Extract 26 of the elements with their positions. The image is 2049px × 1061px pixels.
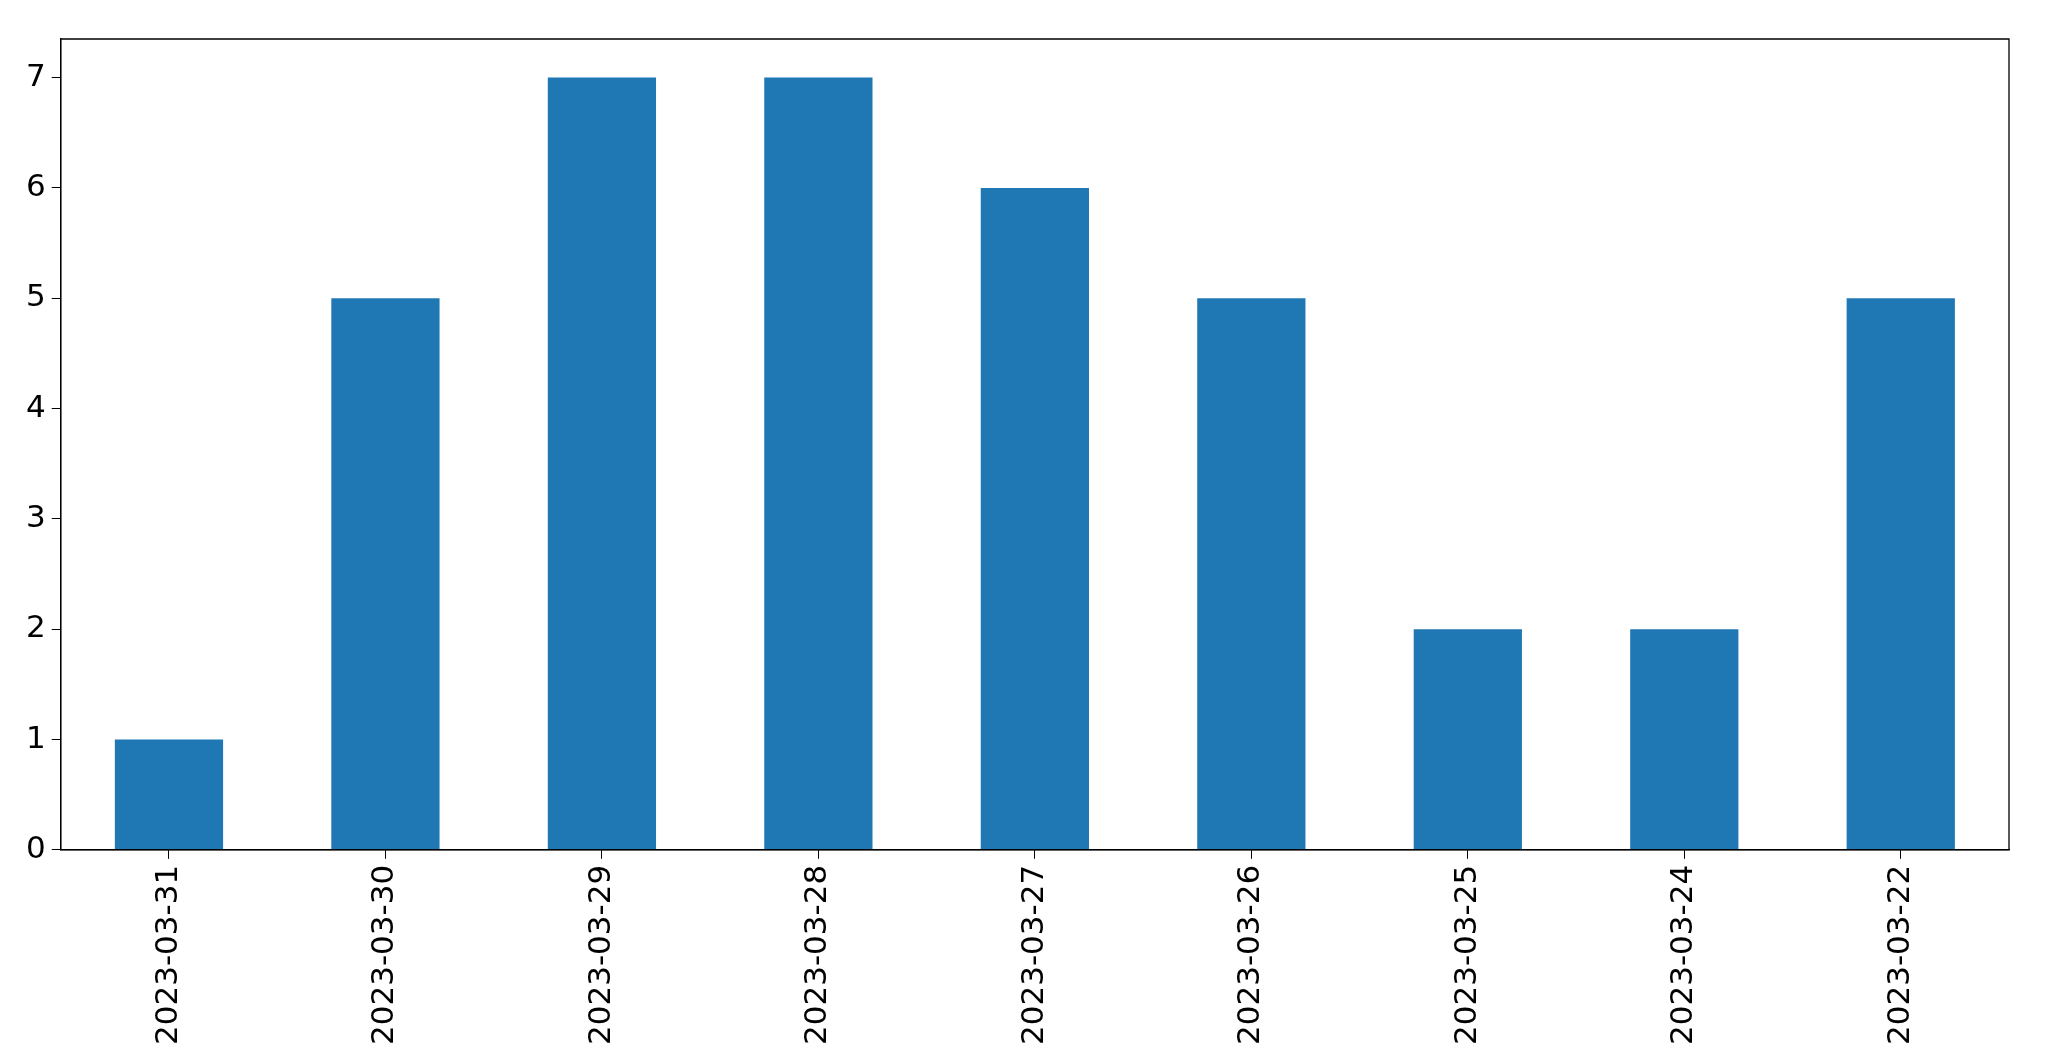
- y-tick-label: 4: [25, 387, 46, 424]
- bar: [1630, 629, 1739, 850]
- bar: [331, 298, 440, 850]
- y-tick-label: 3: [25, 497, 46, 534]
- bar: [764, 77, 873, 850]
- x-tick-label: 2023-03-25: [1446, 864, 1483, 1046]
- y-tick-label: 5: [25, 277, 46, 314]
- x-tick-label: 2023-03-31: [148, 864, 185, 1046]
- bar: [1197, 298, 1306, 850]
- x-tick-label: 2023-03-29: [580, 864, 617, 1046]
- x-tick-label: 2023-03-27: [1013, 864, 1050, 1046]
- bar: [1846, 298, 1955, 850]
- bar: [980, 187, 1089, 850]
- y-tick-label: 6: [25, 166, 46, 203]
- y-tick-label: 7: [25, 56, 46, 93]
- x-tick-label: 2023-03-26: [1230, 864, 1267, 1046]
- x-tick-label: 2023-03-30: [364, 864, 401, 1046]
- y-tick-label: 1: [25, 718, 46, 755]
- bar: [547, 77, 657, 850]
- bar: [114, 739, 224, 850]
- bar: [1413, 629, 1522, 850]
- x-tick-label: 2023-03-22: [1879, 864, 1916, 1046]
- x-tick-label: 2023-03-28: [797, 864, 834, 1046]
- y-tick-label: 2: [25, 608, 46, 645]
- y-tick-label: 0: [25, 828, 46, 865]
- x-tick-label: 2023-03-24: [1663, 864, 1700, 1046]
